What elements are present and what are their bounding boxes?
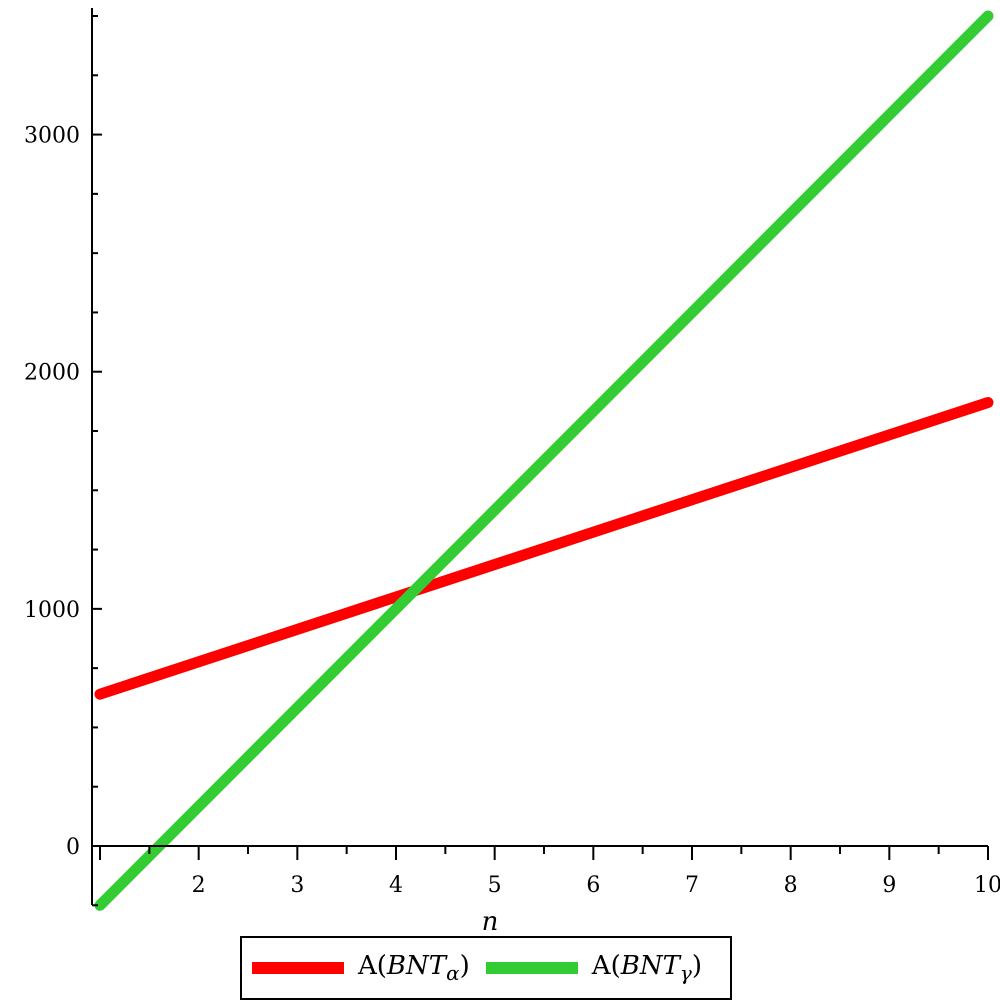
legend-label-series-0: A(BNTα): [358, 950, 470, 986]
legend-label-series-1: A(BNTγ): [591, 950, 703, 986]
legend-item-series-1: A(BNTγ): [485, 950, 703, 986]
x-tick-label-7: 7: [685, 873, 699, 898]
series-layer: [94, 10, 994, 911]
x-tick-label-3: 3: [290, 873, 304, 898]
y-tick-label-2000: 2000: [24, 361, 80, 386]
axes-layer: 0 1000 2000 3000 2 3 4 5 6 7 8 9 10: [24, 8, 1000, 907]
x-tick-label-2: 2: [192, 873, 206, 898]
legend-item-series-0: A(BNTα): [252, 951, 470, 985]
legend-swatch-series-1: [485, 962, 578, 974]
chart-plot: 0 1000 2000 3000 2 3 4 5 6 7 8 9 10 n: [24, 8, 1000, 935]
x-tick-label-8: 8: [784, 873, 798, 898]
x-tick-label-9: 9: [882, 873, 896, 898]
x-tick-label-6: 6: [586, 873, 600, 898]
y-tick-label-1000: 1000: [24, 598, 80, 623]
x-tick-label-5: 5: [488, 873, 502, 898]
legend: A(BNTα) A(BNTγ): [240, 936, 732, 1000]
series-line-0: [94, 397, 994, 700]
x-axis-title: n: [482, 907, 499, 935]
y-tick-label-3000: 3000: [24, 124, 80, 149]
legend-swatch-series-0: [252, 962, 344, 974]
series-line-1: [94, 10, 994, 911]
y-tick-label-0: 0: [66, 835, 80, 860]
x-tick-label-4: 4: [389, 873, 403, 898]
x-tick-label-10: 10: [974, 873, 1000, 898]
